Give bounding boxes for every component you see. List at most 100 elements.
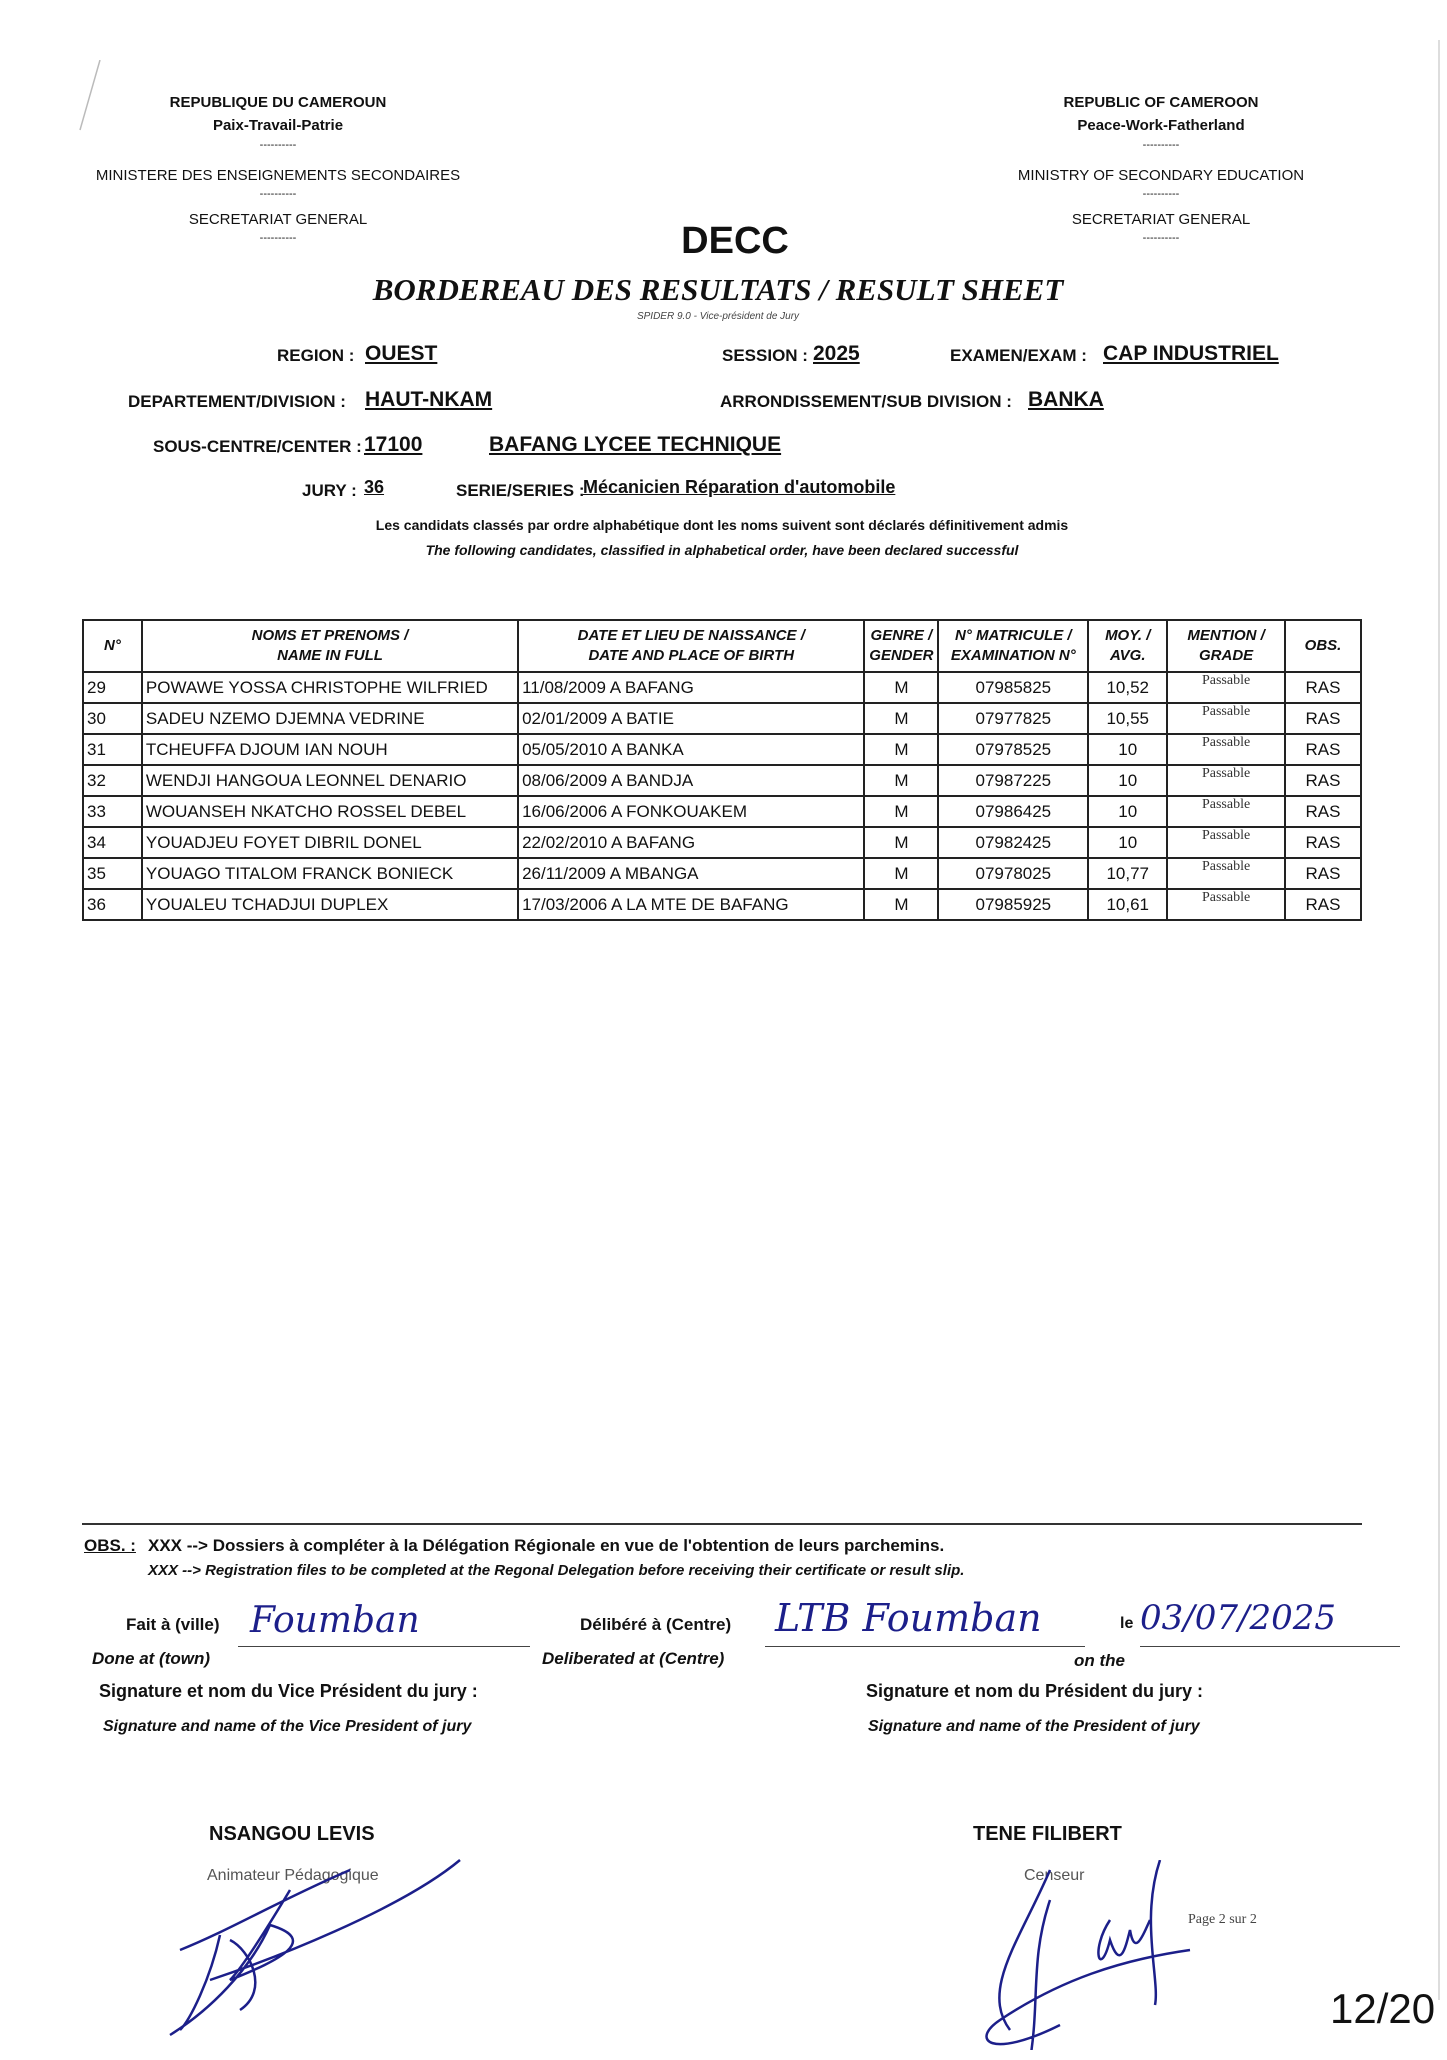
result-sheet-page: REPUBLIQUE DU CAMEROUN Paix-Travail-Patr… — [0, 40, 1440, 2050]
exam-number: 07982425 — [937, 826, 1090, 859]
subtitle: SPIDER 9.0 - Vice-président de Jury — [636, 311, 800, 322]
candidate-name: SADEU NZEMO DJEMNA VEDRINE — [140, 702, 520, 735]
center-name: BAFANG LYCEE TECHNIQUE — [489, 433, 782, 456]
grade: Passable — [1166, 764, 1287, 797]
table-row: 36 YOUALEU TCHADJUI DUPLEX 17/03/2006 A LA… — [82, 888, 1362, 921]
table-row: 30 SADEU NZEMO DJEMNA VEDRINE 02/01/2009 A… — [82, 702, 1362, 735]
average: 10,61 — [1087, 888, 1169, 921]
column-header-fr: DATE ET LIEU DE NAISSANCE / — [577, 627, 805, 644]
page-counter: 12/20 — [1330, 1985, 1436, 2032]
row-number: 29 — [82, 671, 143, 704]
average: 10 — [1087, 826, 1169, 859]
average: 10,77 — [1087, 857, 1169, 890]
p-signature — [985, 1860, 1191, 2050]
p-name: TENE FILIBERT — [973, 1823, 1122, 1845]
column-header-en: DATE AND PLACE OF BIRTH — [588, 647, 795, 664]
obs-label: OBS. : — [84, 1536, 136, 1555]
gender: M — [863, 733, 940, 766]
done-handwritten: Foumban — [250, 1600, 420, 1641]
obs-fr: XXX --> Dossiers à compléter à la Déléga… — [148, 1536, 945, 1555]
vp-title: Animateur Pédagogique — [207, 1867, 379, 1884]
observation: RAS — [1284, 795, 1362, 828]
center-code: 17100 — [364, 433, 423, 456]
date-line — [1140, 1646, 1400, 1647]
subdivision-value: BANKA — [1028, 388, 1104, 411]
date-label-en: on the — [1074, 1651, 1125, 1670]
delib-label-en: Deliberated at (Centre) — [542, 1649, 725, 1668]
vp-name: NSANGOU LEVIS — [209, 1823, 375, 1845]
gender: M — [863, 857, 940, 890]
candidate-name: YOUADJEU FOYET DIBRIL DONEL — [140, 826, 520, 859]
delib-line — [765, 1646, 1085, 1647]
column-header: GENRE / GENDER — [863, 619, 940, 673]
date-handwritten: 03/07/2025 — [1140, 1598, 1336, 1638]
scan-mark — [79, 60, 101, 131]
birth-date-place: 02/01/2009 A BATIE — [517, 702, 866, 735]
column-header-fr: N° MATRICULE / — [955, 627, 1072, 644]
session-value: 2025 — [813, 342, 860, 365]
separator: ---------- — [259, 139, 297, 151]
secretariat-en: SECRETARIAT GENERAL — [1071, 211, 1251, 228]
observation: RAS — [1284, 826, 1362, 859]
exam-number: 07977825 — [937, 702, 1090, 735]
ministry-fr: MINISTERE DES ENSEIGNEMENTS SECONDAIRES — [95, 167, 461, 184]
page-number: Page 2 sur 2 — [1188, 1912, 1257, 1927]
average: 10 — [1087, 795, 1169, 828]
page-title: BORDEREAU DES RESULTATS / RESULT SHEET — [372, 272, 1064, 307]
column-header-en: EXAMINATION N° — [950, 647, 1076, 664]
observation: RAS — [1284, 702, 1362, 735]
observation: RAS — [1284, 671, 1362, 704]
session-label: SESSION : — [722, 346, 808, 365]
column-header: MENTION / GRADE — [1166, 619, 1287, 673]
candidate-name: YOUALEU TCHADJUI DUPLEX — [140, 888, 520, 921]
date-label-fr: le — [1120, 1615, 1134, 1632]
separator: ---------- — [259, 188, 297, 200]
table-header-row: N° NOMS ET PRENOMS / NAME IN FULL DATE ET L… — [82, 619, 1362, 673]
candidate-name: WENDJI HANGOUA LEONNEL DENARIO — [140, 764, 520, 797]
column-header-en: AVG. — [1109, 647, 1146, 664]
column-header-fr: MENTION / — [1187, 627, 1265, 644]
observation: RAS — [1284, 733, 1362, 766]
row-number: 31 — [82, 733, 143, 766]
column-header-fr: GENRE / — [870, 627, 933, 644]
row-number: 30 — [82, 702, 143, 735]
average: 10,55 — [1087, 702, 1169, 735]
country-en: REPUBLIC OF CAMEROON — [1063, 94, 1259, 111]
p-signature-label-fr: Signature et nom du Président du jury : — [866, 1681, 1204, 1701]
exam-number: 07978025 — [937, 857, 1090, 890]
exam-number: 07985925 — [937, 888, 1090, 921]
observation: RAS — [1284, 888, 1362, 921]
birth-date-place: 11/08/2009 A BAFANG — [517, 671, 866, 704]
done-label-en: Done at (town) — [92, 1649, 211, 1668]
org-name: DECC — [681, 220, 789, 262]
obs-en: XXX --> Registration files to be complet… — [148, 1562, 965, 1579]
intro-en: The following candidates, classified in … — [425, 542, 1019, 558]
separator: ---------- — [1142, 232, 1180, 244]
gender: M — [863, 888, 940, 921]
column-header-fr: OBS. — [1304, 637, 1342, 654]
column-header-fr: N° — [104, 637, 121, 654]
column-header: MOY. / AVG. — [1087, 619, 1169, 673]
candidate-name: TCHEUFFA DJOUM IAN NOUH — [140, 733, 520, 766]
done-label-fr: Fait à (ville) — [126, 1615, 220, 1634]
column-header: N° — [82, 619, 143, 673]
table-row: 35 YOUAGO TITALOM FRANCK BONIECK 26/11/200… — [82, 857, 1362, 890]
delib-handwritten: LTB Foumban — [775, 1596, 1042, 1640]
series-label: SERIE/SERIES : — [456, 481, 585, 500]
vp-signature-label-en: Signature and name of the Vice President… — [103, 1718, 472, 1735]
birth-date-place: 08/06/2009 A BANDJA — [517, 764, 866, 797]
column-header-fr: NOMS ET PRENOMS / — [251, 627, 409, 644]
column-header-en: GRADE — [1199, 647, 1254, 664]
gender: M — [863, 826, 940, 859]
country-fr: REPUBLIQUE DU CAMEROUN — [169, 94, 387, 111]
grade: Passable — [1166, 888, 1287, 921]
separator: ---------- — [1142, 188, 1180, 200]
exam-label: EXAMEN/EXAM : — [950, 346, 1087, 365]
row-number: 34 — [82, 826, 143, 859]
column-header: NOMS ET PRENOMS / NAME IN FULL — [140, 619, 520, 673]
row-number: 35 — [82, 857, 143, 890]
delib-label-fr: Délibéré à (Centre) — [580, 1615, 732, 1634]
subdivision-label: ARRONDISSEMENT/SUB DIVISION : — [720, 392, 1012, 411]
secretariat-fr: SECRETARIAT GENERAL — [188, 211, 368, 228]
observation: RAS — [1284, 857, 1362, 890]
